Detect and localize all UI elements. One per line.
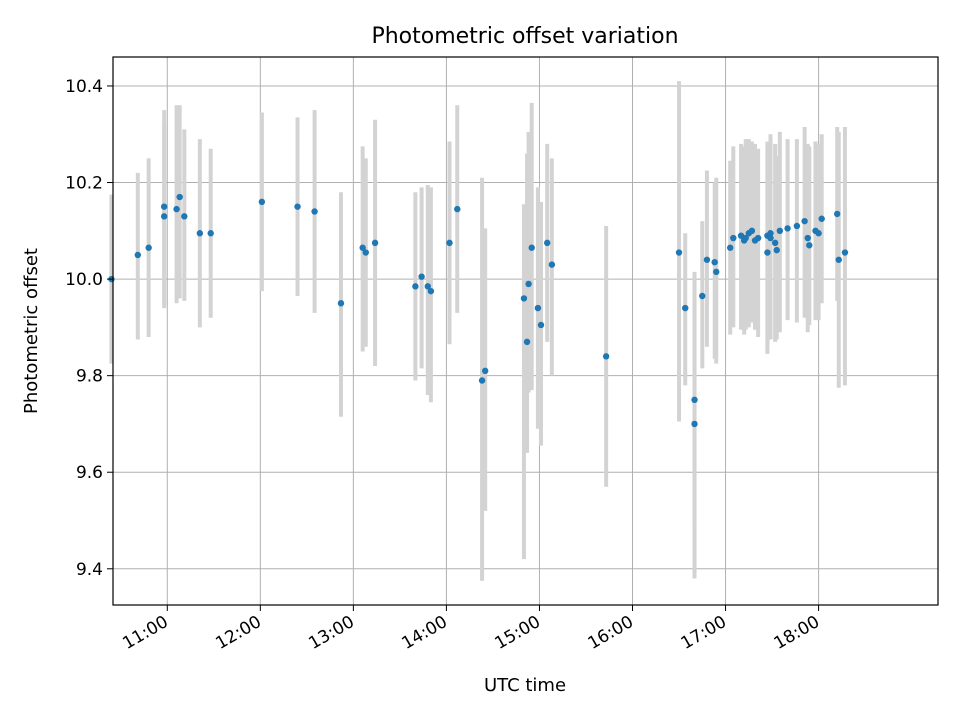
chart-title: Photometric offset variation bbox=[371, 24, 678, 49]
data-point bbox=[446, 239, 453, 247]
data-point bbox=[176, 193, 183, 201]
data-point bbox=[173, 205, 180, 213]
data-point bbox=[412, 283, 419, 290]
data-point bbox=[134, 251, 142, 259]
data-point bbox=[196, 230, 204, 237]
y-axis-label: Photometric offset bbox=[21, 248, 42, 414]
data-point bbox=[520, 295, 528, 302]
y-tick-label: 10.2 bbox=[65, 174, 103, 194]
data-point bbox=[818, 215, 825, 222]
data-point bbox=[525, 280, 532, 288]
data-point bbox=[427, 287, 435, 295]
y-tick-label: 10.4 bbox=[65, 77, 103, 97]
y-axis-ticks: 9.4 9.6 9.8 10.0 10.2 10.4 bbox=[65, 77, 113, 580]
data-point bbox=[784, 225, 791, 232]
data-point bbox=[523, 338, 531, 346]
data-point bbox=[362, 249, 369, 256]
data-point bbox=[703, 256, 711, 263]
y-tick-label: 9.4 bbox=[76, 560, 103, 580]
data-point bbox=[181, 213, 188, 220]
data-point bbox=[726, 244, 734, 251]
data-point bbox=[835, 256, 842, 263]
data-point bbox=[675, 249, 683, 256]
data-point bbox=[454, 205, 461, 213]
plot-frame bbox=[112, 56, 939, 606]
data-point bbox=[748, 227, 756, 235]
data-point bbox=[371, 239, 379, 247]
data-point bbox=[258, 198, 266, 206]
x-tick-label: 18:00 bbox=[771, 612, 823, 654]
data-point bbox=[160, 213, 168, 220]
data-point bbox=[534, 304, 542, 312]
x-tick-label: 11:00 bbox=[119, 612, 171, 654]
data-point bbox=[691, 396, 698, 404]
x-tick-label: 16:00 bbox=[585, 612, 637, 654]
data-points bbox=[108, 193, 849, 428]
x-tick-label: 15:00 bbox=[492, 612, 544, 654]
data-point bbox=[699, 292, 706, 300]
x-tick-label: 17:00 bbox=[678, 612, 730, 654]
data-point bbox=[767, 230, 774, 237]
data-point bbox=[806, 242, 813, 249]
data-point bbox=[160, 203, 168, 210]
data-point bbox=[793, 222, 801, 230]
data-point bbox=[804, 234, 811, 242]
data-point bbox=[548, 261, 556, 268]
x-axis-label: UTC time bbox=[484, 675, 566, 696]
data-point bbox=[294, 203, 301, 210]
data-point bbox=[771, 239, 779, 247]
data-point bbox=[841, 249, 849, 256]
data-point bbox=[424, 283, 432, 290]
data-point bbox=[337, 300, 345, 307]
data-point bbox=[742, 234, 749, 242]
data-point bbox=[478, 377, 486, 384]
data-point bbox=[834, 210, 841, 218]
data-point bbox=[311, 208, 318, 215]
x-tick-label: 12:00 bbox=[212, 612, 264, 654]
data-point bbox=[730, 234, 737, 242]
error-bars bbox=[109, 81, 847, 581]
data-point bbox=[764, 249, 771, 256]
y-tick-label: 10.0 bbox=[65, 270, 103, 290]
data-point bbox=[145, 244, 152, 251]
data-point bbox=[537, 321, 545, 329]
data-point bbox=[713, 268, 720, 276]
data-point bbox=[773, 246, 780, 254]
data-point bbox=[682, 304, 689, 312]
data-point bbox=[359, 244, 366, 251]
data-point bbox=[544, 239, 551, 247]
data-point bbox=[815, 230, 822, 237]
data-point bbox=[481, 367, 489, 375]
data-point bbox=[207, 230, 214, 237]
data-point bbox=[776, 227, 784, 235]
data-point bbox=[767, 234, 774, 242]
data-point bbox=[801, 217, 808, 225]
data-point bbox=[711, 258, 718, 266]
x-tick-label: 14:00 bbox=[398, 612, 450, 654]
data-point bbox=[418, 273, 425, 280]
y-tick-label: 9.8 bbox=[76, 367, 103, 387]
data-point bbox=[602, 353, 610, 360]
y-tick-label: 9.6 bbox=[76, 463, 103, 483]
data-point bbox=[691, 420, 698, 428]
data-point bbox=[754, 234, 762, 242]
x-tick-label: 13:00 bbox=[305, 612, 357, 654]
x-axis-ticks: 11:00 12:00 13:00 14:00 15:00 16:00 17:00 18:00 bbox=[119, 605, 823, 654]
data-point bbox=[528, 244, 535, 251]
